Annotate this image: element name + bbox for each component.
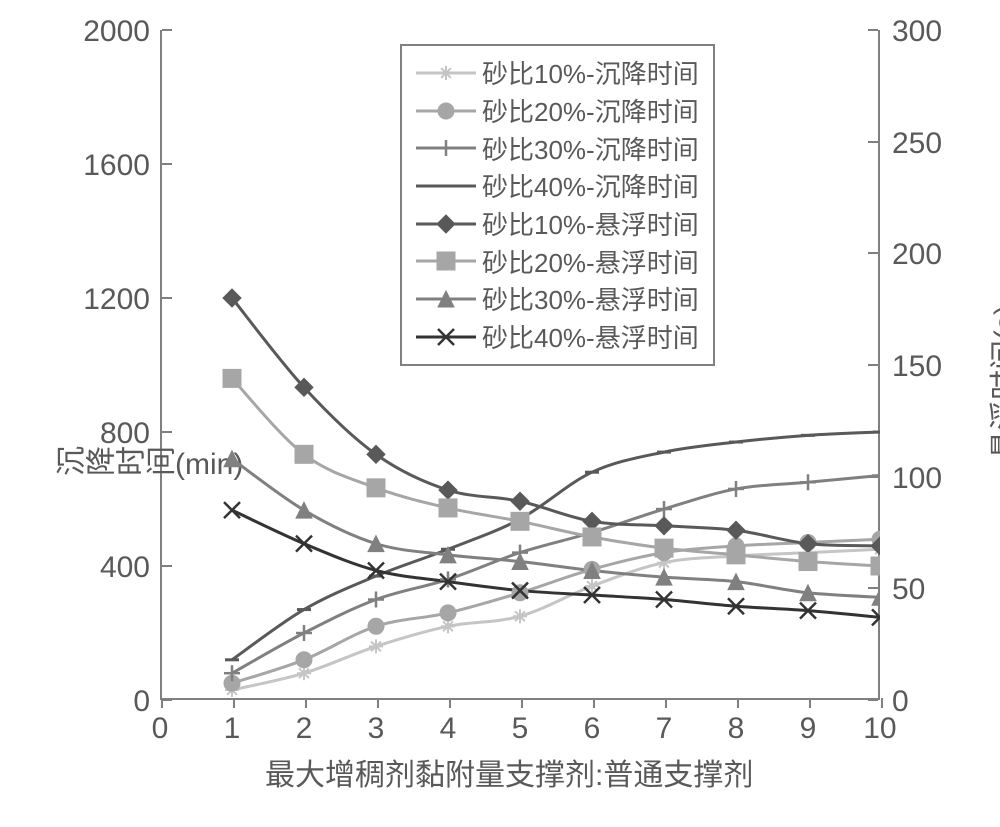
series-marker-s30-settle bbox=[656, 501, 672, 517]
series-marker-s20-settle bbox=[296, 652, 312, 668]
series-marker-s20-float bbox=[583, 528, 601, 546]
series-marker-s20-float bbox=[295, 445, 313, 463]
legend-label: 砂比30%-沉降时间 bbox=[482, 130, 699, 167]
series-marker-s40-float bbox=[296, 536, 312, 552]
series-marker-s30-settle bbox=[296, 625, 312, 641]
legend-label: 砂比40%-沉降时间 bbox=[482, 167, 699, 204]
legend-label: 砂比20%-悬浮时间 bbox=[482, 243, 699, 280]
legend: 砂比10%-沉降时间砂比20%-沉降时间砂比30%-沉降时间砂比40%-沉降时间… bbox=[400, 44, 715, 366]
series-marker-s20-float bbox=[655, 539, 673, 557]
series-marker-s40-float bbox=[224, 502, 240, 518]
legend-label: 砂比40%-悬浮时间 bbox=[482, 318, 699, 355]
series-marker-s20-float bbox=[511, 512, 529, 530]
series-marker-s20-float bbox=[871, 557, 889, 575]
series-marker-s30-float bbox=[296, 502, 312, 518]
series-marker-s20-float bbox=[223, 369, 241, 387]
series-marker-s20-settle bbox=[512, 585, 528, 601]
legend-item: 砂比40%-沉降时间 bbox=[416, 167, 699, 205]
legend-label: 砂比20%-沉降时间 bbox=[482, 92, 699, 129]
legend-item: 砂比30%-悬浮时间 bbox=[416, 280, 699, 318]
legend-item: 砂比40%-悬浮时间 bbox=[416, 318, 699, 356]
series-marker-s10-float bbox=[727, 521, 745, 539]
legend-item: 砂比10%-悬浮时间 bbox=[416, 205, 699, 243]
series-marker-s30-float bbox=[224, 451, 240, 467]
series-line-s40-settle bbox=[232, 432, 880, 660]
series-marker-s20-float bbox=[367, 479, 385, 497]
series-marker-s10-settle bbox=[513, 609, 527, 623]
legend-label: 砂比10%-悬浮时间 bbox=[482, 205, 699, 242]
series-marker-s10-float bbox=[439, 481, 457, 499]
series-marker-s30-settle bbox=[440, 571, 456, 587]
series-marker-s20-settle bbox=[368, 618, 384, 634]
series-marker-s30-settle bbox=[728, 481, 744, 497]
series-marker-s10-float bbox=[655, 517, 673, 535]
chart-container: 0400800120016002000050100150200250300012… bbox=[0, 0, 1000, 827]
legend-label: 砂比30%-悬浮时间 bbox=[482, 280, 699, 317]
series-marker-s10-float bbox=[511, 492, 529, 510]
legend-item: 砂比20%-悬浮时间 bbox=[416, 242, 699, 280]
series-marker-s20-float bbox=[799, 553, 817, 571]
legend-item: 砂比30%-沉降时间 bbox=[416, 129, 699, 167]
series-marker-s10-settle bbox=[369, 639, 383, 653]
series-marker-s20-float bbox=[727, 546, 745, 564]
series-marker-s30-settle bbox=[872, 468, 888, 484]
series-marker-s20-float bbox=[439, 499, 457, 517]
series-line-s30-settle bbox=[232, 476, 880, 674]
series-marker-s30-settle bbox=[800, 474, 816, 490]
series-marker-s20-settle bbox=[440, 605, 456, 621]
series-marker-s30-settle bbox=[368, 592, 384, 608]
legend-item: 砂比20%-沉降时间 bbox=[416, 92, 699, 130]
legend-label: 砂比10%-沉降时间 bbox=[482, 54, 699, 91]
series-marker-s30-float bbox=[368, 536, 384, 552]
legend-item: 砂比10%-沉降时间 bbox=[416, 54, 699, 92]
series-line-s20-float bbox=[232, 378, 880, 566]
